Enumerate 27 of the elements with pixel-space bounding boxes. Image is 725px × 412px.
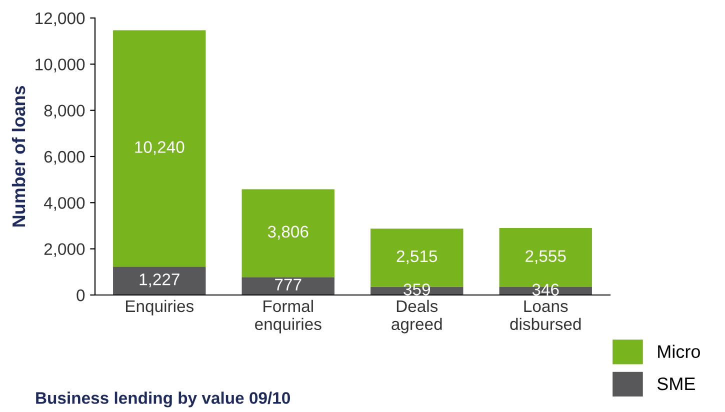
data-label: 2,515 bbox=[396, 250, 438, 264]
legend-label: Micro bbox=[658, 344, 700, 358]
y-tick-label: 8,000 bbox=[44, 104, 85, 119]
y-tick-label: 10,000 bbox=[36, 58, 85, 72]
y-tick-label: 0 bbox=[76, 289, 85, 302]
x-tick-label: Deals agreed bbox=[392, 300, 442, 334]
y-tick-label: 4,000 bbox=[44, 197, 85, 211]
data-label: 1,227 bbox=[140, 274, 180, 288]
data-label: 777 bbox=[275, 278, 302, 290]
legend-label: SME bbox=[657, 377, 695, 390]
data-label: 2,555 bbox=[526, 250, 566, 264]
bar bbox=[113, 266, 206, 295]
y-tick-label: 12,000 bbox=[36, 12, 85, 26]
bar bbox=[113, 30, 206, 267]
x-tick-label: Enquiries bbox=[126, 300, 194, 316]
data-label: 346 bbox=[532, 284, 559, 296]
y-axis-title: Number of loans bbox=[12, 86, 26, 227]
text: Business lending by value 09/10 bbox=[36, 392, 290, 408]
y-tick-label: 6,000 bbox=[44, 150, 85, 165]
y-tick-label: 2,000 bbox=[44, 243, 85, 258]
bar bbox=[242, 277, 334, 295]
x-tick-label: Formal enquiries bbox=[255, 300, 322, 334]
data-label: 3,806 bbox=[268, 226, 308, 240]
data-label: 359 bbox=[404, 284, 430, 296]
data-label: 10,240 bbox=[135, 141, 184, 155]
x-tick-label: Loans disbursed bbox=[510, 300, 581, 330]
bar bbox=[242, 189, 334, 278]
